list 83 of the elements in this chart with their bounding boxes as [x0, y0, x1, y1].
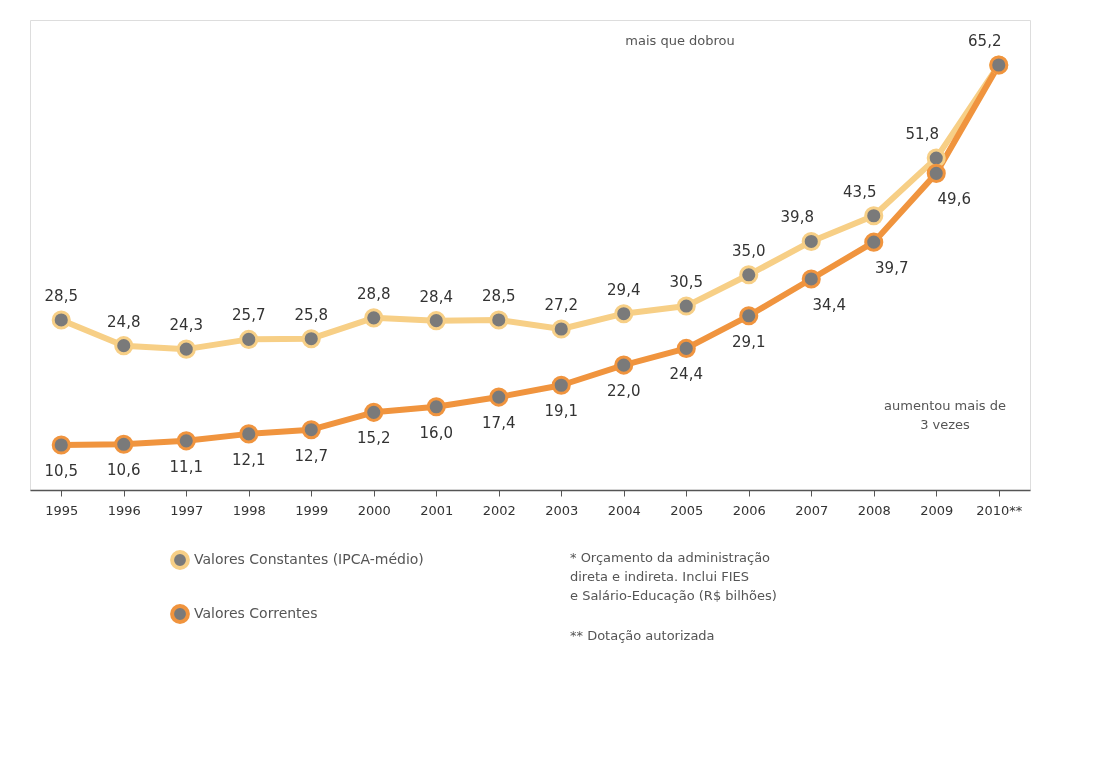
point	[676, 296, 696, 316]
text: * Orçamento da administração direta e indireta. Inclui FIES e Salário-Educação (R$ bilhões)	[570, 550, 777, 603]
data-label: 22,0	[607, 382, 641, 401]
x-tick-label: 1999	[295, 502, 329, 518]
point	[364, 402, 384, 422]
legend-label: Valores Constantes (IPCA-médio)	[194, 551, 424, 567]
data-label: 12,7	[294, 446, 328, 465]
text: mais que dobrou	[625, 33, 735, 48]
point	[926, 163, 946, 183]
x-tick-label: 1998	[232, 502, 266, 518]
x-tick-label: 1997	[170, 502, 204, 518]
data-label: 49,6	[937, 190, 971, 209]
x-tick-label: 1996	[107, 502, 141, 518]
data-label: 28,5	[44, 286, 78, 305]
data-label: 24,3	[169, 316, 203, 335]
point	[114, 434, 134, 454]
data-label: 24,8	[107, 312, 141, 331]
x-tick-label: 2007	[795, 502, 829, 518]
x-tick-label: 2004	[607, 502, 641, 518]
data-label: 10,6	[107, 461, 141, 480]
point	[676, 338, 696, 358]
annotation: aumentou mais de 3 vezes	[884, 398, 1006, 432]
data-label: 19,1	[544, 402, 578, 421]
point	[176, 431, 196, 451]
x-tick-label: 2002	[482, 502, 516, 518]
point	[551, 375, 571, 395]
point	[551, 319, 571, 339]
point	[739, 306, 759, 326]
point	[801, 231, 821, 251]
point	[426, 311, 446, 331]
point	[51, 310, 71, 330]
point	[489, 310, 509, 330]
point	[239, 424, 259, 444]
data-label: 15,2	[357, 429, 391, 448]
data-label: 28,5	[482, 286, 516, 305]
x-tick-label: 2003	[545, 502, 579, 518]
x-tick-label: 2009	[920, 502, 954, 518]
text: ** Dotação autorizada	[570, 628, 715, 643]
data-label: 29,4	[607, 280, 641, 299]
point	[614, 355, 634, 375]
data-label: 25,7	[232, 306, 266, 325]
data-label: 16,0	[419, 423, 453, 442]
x-tick-label: 2000	[357, 502, 391, 518]
point	[864, 206, 884, 226]
x-tick-label: 2005	[670, 502, 704, 518]
point	[239, 329, 259, 349]
point	[739, 265, 759, 285]
data-label: 35,0	[732, 241, 766, 260]
data-label: 39,8	[780, 208, 814, 227]
point	[301, 420, 321, 440]
data-label: 12,1	[232, 450, 266, 469]
data-label: 43,5	[843, 182, 877, 201]
point	[864, 232, 884, 252]
x-tick-label: 1995	[45, 502, 79, 518]
point	[926, 148, 946, 168]
data-label: 27,2	[544, 295, 578, 314]
data-label: 11,1	[169, 457, 203, 476]
point	[614, 304, 634, 324]
data-label: 34,4	[812, 295, 846, 314]
data-label: 28,4	[419, 287, 453, 306]
legend-label: Valores Correntes	[194, 605, 318, 621]
data-label: 39,7	[875, 259, 909, 278]
point	[114, 336, 134, 356]
x-tick-label: 2008	[857, 502, 891, 518]
data-label: 51,8	[905, 125, 939, 144]
data-label: 29,1	[732, 332, 766, 351]
point	[364, 308, 384, 328]
x-tick-label: 2006	[732, 502, 766, 518]
data-label: 17,4	[482, 414, 516, 433]
point	[426, 397, 446, 417]
point	[176, 339, 196, 359]
point	[489, 387, 509, 407]
x-tick-label: 2001	[420, 502, 454, 518]
data-label: 65,2	[968, 32, 1002, 50]
point	[301, 329, 321, 349]
point	[51, 435, 71, 455]
x-tick-label: 2010**	[976, 502, 1023, 518]
data-label: 25,8	[294, 305, 328, 324]
data-label: 28,8	[357, 284, 391, 303]
data-label: 30,5	[669, 273, 703, 292]
point	[801, 269, 821, 289]
data-label: 10,5	[44, 462, 78, 480]
data-label: 24,4	[669, 365, 703, 384]
